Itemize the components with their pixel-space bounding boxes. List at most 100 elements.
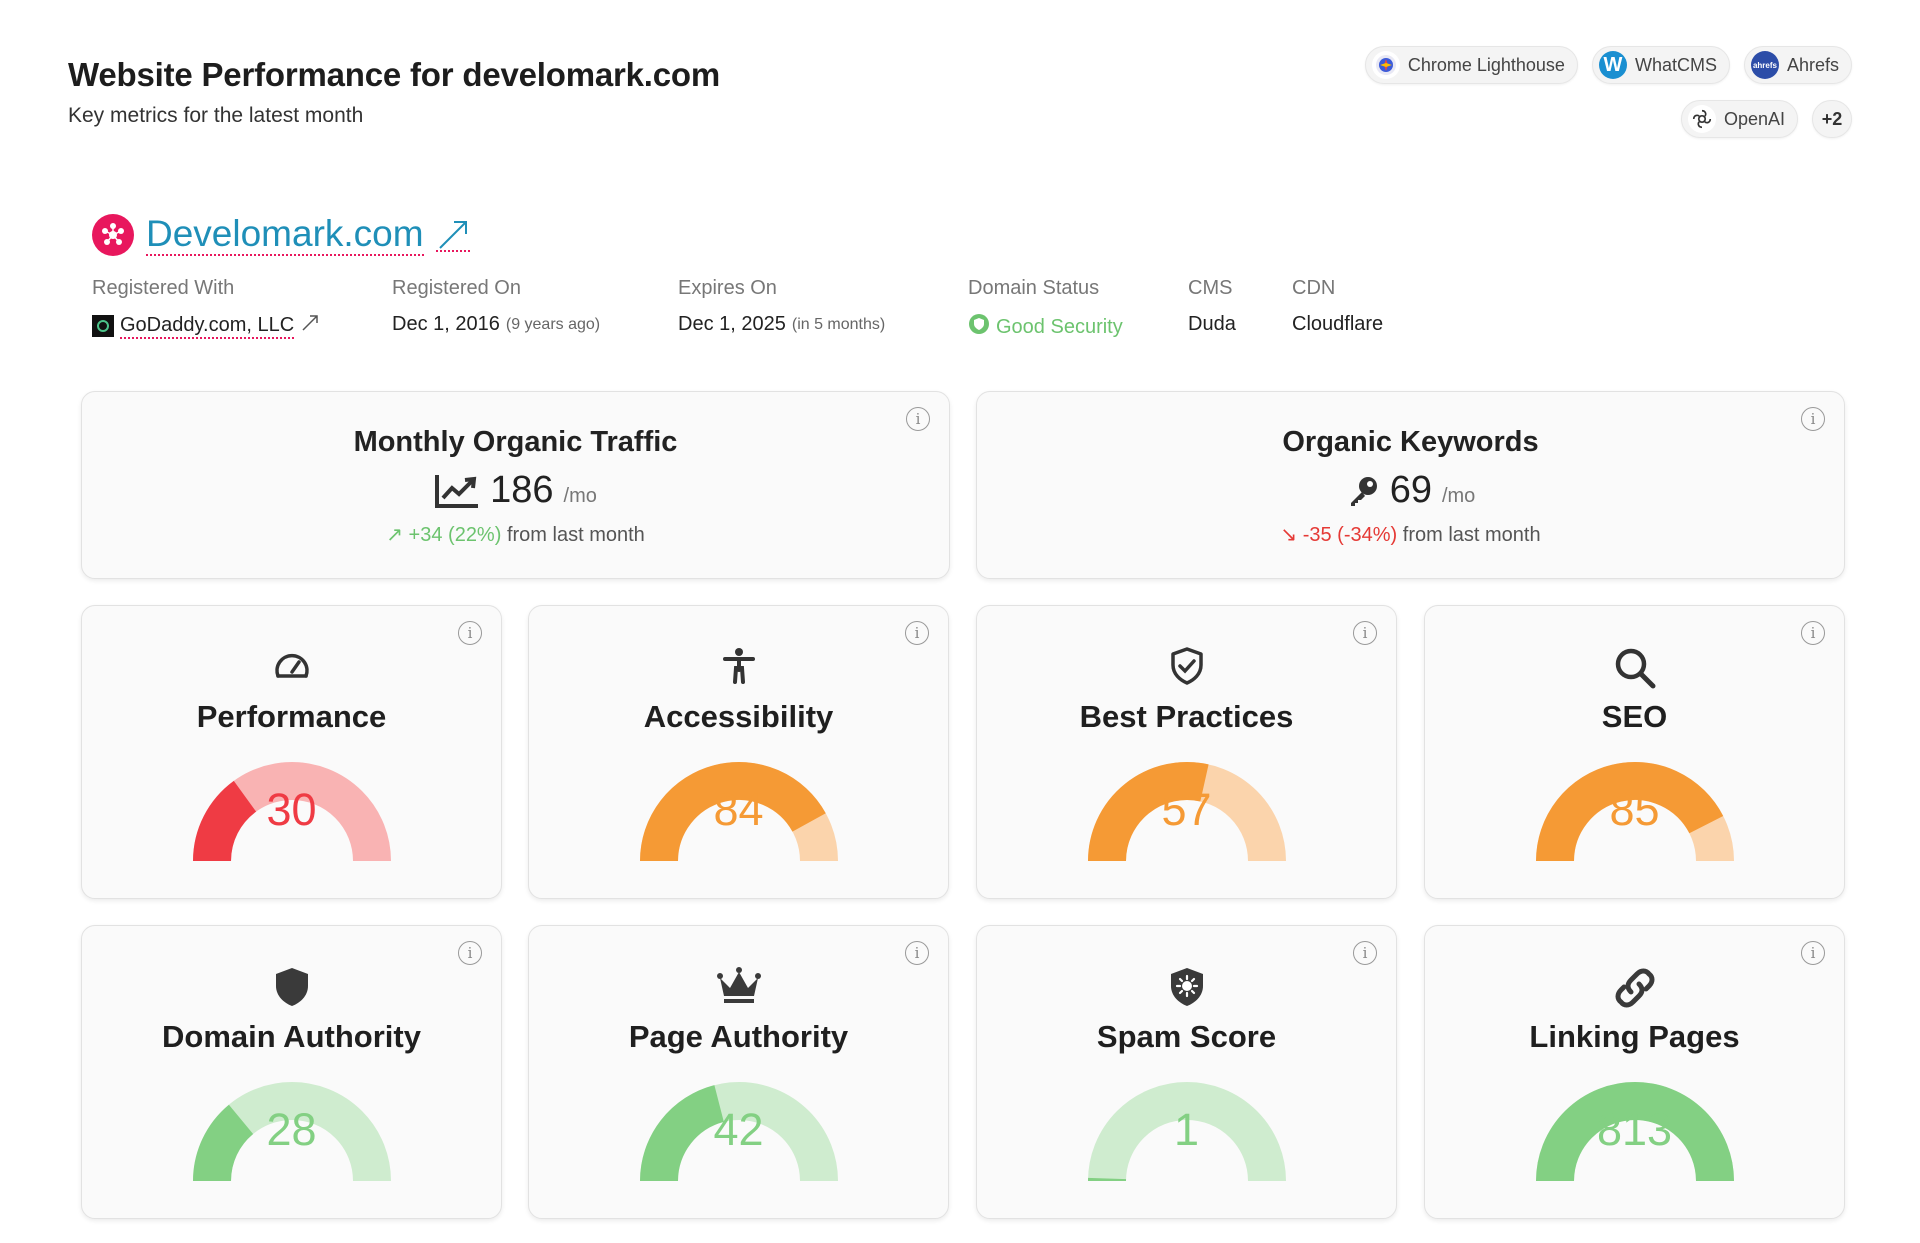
more-sources-button[interactable]: +2 bbox=[1812, 100, 1852, 138]
source-chip-openai[interactable]: OpenAI bbox=[1680, 100, 1798, 138]
search-icon bbox=[1425, 646, 1844, 690]
source-label: OpenAI bbox=[1723, 108, 1785, 129]
score-gauge bbox=[192, 762, 391, 861]
domain-status-fact: Domain Status Good Security bbox=[968, 277, 1188, 341]
change-suffix: from last month bbox=[506, 524, 645, 546]
score-gauge bbox=[1535, 762, 1734, 861]
performance-card: i Performance 30 bbox=[81, 605, 502, 899]
gauge-fill bbox=[639, 1085, 725, 1181]
site-logo-icon bbox=[92, 214, 134, 256]
score-gauge bbox=[192, 1082, 391, 1181]
arrow-down-right-icon: ↘ bbox=[1280, 524, 1298, 546]
fact-label: Registered On bbox=[392, 277, 521, 299]
fact-label: Expires On bbox=[678, 277, 777, 299]
traffic-change: +34 (22%) bbox=[408, 524, 502, 546]
score-value: 1 bbox=[1173, 1104, 1200, 1155]
card-title: Page Authority bbox=[628, 1019, 849, 1054]
keywords-value: 69 bbox=[1389, 469, 1432, 511]
organic-keywords-card: i Organic Keywords 69 /mo ↘ -35 (-34%) f… bbox=[976, 391, 1845, 579]
info-icon[interactable]: i bbox=[458, 941, 482, 965]
keywords-change: -35 (-34%) bbox=[1302, 524, 1398, 546]
spam-score-card: i Spam Score 1 bbox=[976, 925, 1397, 1219]
card-title: Best Practices bbox=[1079, 699, 1294, 734]
gauge-track bbox=[1087, 1082, 1286, 1181]
info-icon[interactable]: i bbox=[1353, 941, 1377, 965]
domain-facts: Registered With GoDaddy.com, LLC Registe… bbox=[92, 277, 1452, 341]
whatcms-icon: W bbox=[1598, 51, 1627, 79]
shield-badge-icon bbox=[968, 313, 990, 341]
gauge-fill bbox=[1535, 1082, 1734, 1181]
registrar-fact: Registered With GoDaddy.com, LLC bbox=[92, 277, 392, 341]
info-icon[interactable]: i bbox=[905, 621, 929, 645]
crown-icon bbox=[529, 966, 948, 1006]
domain-link[interactable]: Develomark.com bbox=[146, 213, 424, 256]
info-icon[interactable]: i bbox=[1801, 407, 1825, 431]
source-label: WhatCMS bbox=[1634, 54, 1717, 75]
registered-ago: (9 years ago) bbox=[505, 315, 601, 333]
domain-status-value: Good Security bbox=[996, 315, 1123, 338]
card-title: Linking Pages bbox=[1529, 1019, 1740, 1054]
cdn-fact: CDN Cloudflare bbox=[1292, 277, 1452, 341]
source-chip-ahrefs[interactable]: ahrefs Ahrefs bbox=[1743, 46, 1852, 84]
godaddy-icon bbox=[92, 315, 114, 337]
linking-pages-card: i Linking Pages 813 bbox=[1424, 925, 1845, 1219]
shield-check-icon bbox=[977, 646, 1396, 686]
score-gauge bbox=[1087, 1082, 1286, 1181]
traffic-unit: /mo bbox=[563, 485, 597, 507]
change-suffix: from last month bbox=[1402, 524, 1541, 546]
external-link-icon[interactable] bbox=[300, 313, 320, 339]
source-chip-whatcms[interactable]: W WhatCMS bbox=[1591, 46, 1730, 84]
card-title: SEO bbox=[1601, 699, 1668, 734]
score-value: 42 bbox=[713, 1104, 764, 1155]
score-gauge bbox=[1087, 762, 1286, 861]
external-link-icon[interactable] bbox=[435, 218, 470, 252]
fact-label: Registered With bbox=[92, 277, 235, 299]
score-value: 85 bbox=[1609, 784, 1660, 835]
cms-fact: CMS Duda bbox=[1188, 277, 1292, 341]
expires-in: (in 5 months) bbox=[791, 315, 886, 333]
expires-on-fact: Expires On Dec 1, 2025 (in 5 months) bbox=[678, 277, 968, 341]
organic-traffic-card: i Monthly Organic Traffic 186 /mo ↗ +34 … bbox=[81, 391, 950, 579]
info-icon[interactable]: i bbox=[1353, 621, 1377, 645]
arrow-up-right-icon: ↗ bbox=[386, 524, 403, 546]
card-title: Monthly Organic Traffic bbox=[353, 426, 678, 458]
link-icon bbox=[1425, 966, 1844, 1010]
info-icon[interactable]: i bbox=[905, 941, 929, 965]
score-gauge bbox=[639, 1082, 838, 1181]
registered-on-fact: Registered On Dec 1, 2016 (9 years ago) bbox=[392, 277, 678, 341]
info-icon[interactable]: i bbox=[1801, 941, 1825, 965]
best-practices-card: i Best Practices 57 bbox=[976, 605, 1397, 899]
traffic-value: 186 bbox=[490, 469, 554, 511]
speedometer-icon bbox=[82, 646, 501, 686]
gauge-fill bbox=[192, 1104, 254, 1181]
info-icon[interactable]: i bbox=[1801, 621, 1825, 645]
fact-label: CMS bbox=[1188, 277, 1233, 299]
registrar-link[interactable]: GoDaddy.com, LLC bbox=[120, 314, 295, 339]
domain-authority-card: i Domain Authority 28 bbox=[81, 925, 502, 1219]
card-title: Accessibility bbox=[643, 699, 834, 734]
score-value: 84 bbox=[713, 784, 764, 835]
accessibility-icon bbox=[529, 646, 948, 686]
page-header: Website Performance for develomark.com K… bbox=[68, 56, 720, 128]
gauge-fill bbox=[1087, 762, 1209, 861]
domain-heading: Develomark.com bbox=[92, 214, 470, 256]
score-value: 30 bbox=[266, 784, 317, 835]
fact-label: CDN bbox=[1292, 277, 1336, 299]
cms-value: Duda bbox=[1188, 313, 1236, 335]
page-title: Website Performance for develomark.com bbox=[68, 56, 721, 93]
score-value: 57 bbox=[1161, 784, 1212, 835]
source-label: Chrome Lighthouse bbox=[1407, 54, 1565, 75]
card-title: Domain Authority bbox=[162, 1019, 421, 1054]
lighthouse-icon bbox=[1371, 51, 1400, 79]
openai-icon bbox=[1687, 105, 1716, 133]
fact-label: Domain Status bbox=[968, 277, 1100, 299]
key-icon bbox=[1350, 476, 1377, 506]
seo-card: i SEO 85 bbox=[1424, 605, 1845, 899]
source-label: Ahrefs bbox=[1786, 54, 1839, 75]
info-icon[interactable]: i bbox=[906, 407, 930, 431]
gauge-fill bbox=[192, 780, 257, 861]
source-chip-lighthouse[interactable]: Chrome Lighthouse bbox=[1364, 46, 1578, 84]
card-title: Spam Score bbox=[1096, 1019, 1277, 1054]
info-icon[interactable]: i bbox=[458, 621, 482, 645]
ahrefs-icon: ahrefs bbox=[1750, 51, 1779, 79]
